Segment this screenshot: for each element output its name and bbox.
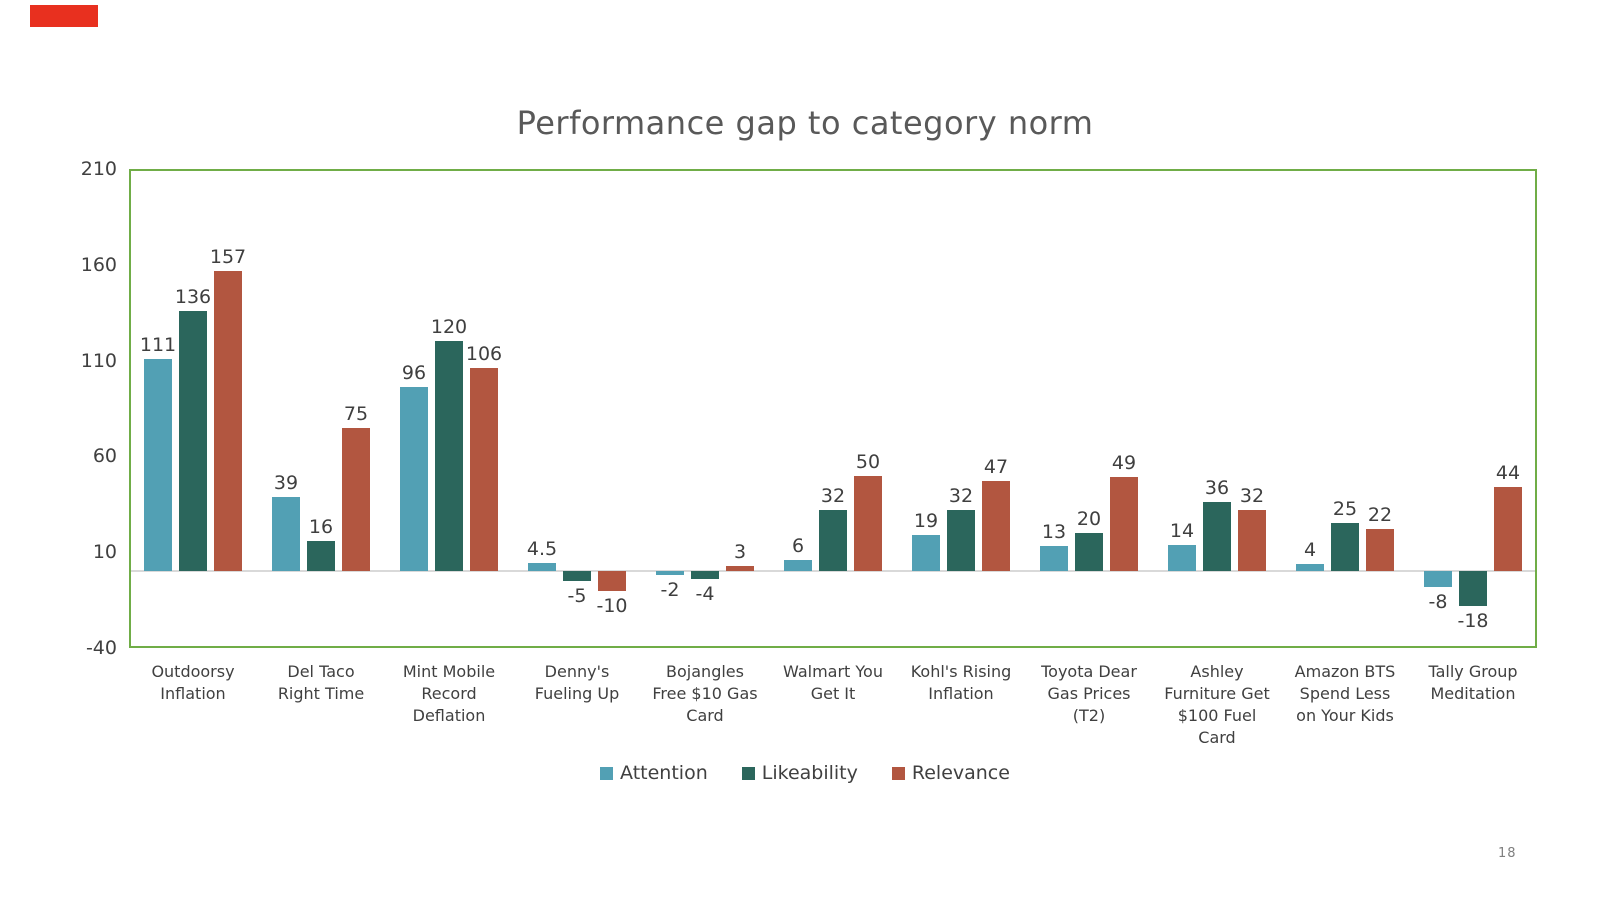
bar-value-label: 120 xyxy=(430,316,468,339)
bar-value-label: 96 xyxy=(401,362,427,385)
chart-title: Performance gap to category norm xyxy=(516,104,1094,142)
bar-relevance xyxy=(1238,510,1266,572)
legend-item: Relevance xyxy=(891,762,1010,784)
category-label: Tally Group Meditation xyxy=(1428,662,1518,703)
bar-value-label: 16 xyxy=(308,515,334,538)
legend: Attention Likeability Relevance xyxy=(0,762,1600,784)
bar-attention xyxy=(1168,544,1196,572)
bar-value-label: 106 xyxy=(465,343,503,366)
legend-label: Attention xyxy=(620,762,708,784)
bar-value-label: 36 xyxy=(1204,477,1230,500)
category-label: Kohl's Rising Inflation xyxy=(910,662,1012,703)
bar-value-label: 22 xyxy=(1367,504,1393,527)
bar-value-label: 136 xyxy=(174,285,212,308)
bar-value-label: 6 xyxy=(791,534,805,557)
bar-value-label: 4 xyxy=(1303,538,1317,561)
bar-value-label: 157 xyxy=(209,245,247,268)
legend-swatch-attention xyxy=(600,766,614,780)
bar-value-label: -4 xyxy=(695,583,715,606)
legend-item: Attention xyxy=(600,762,708,784)
bar-value-label: -10 xyxy=(596,594,628,617)
category-label: Denny's Fueling Up xyxy=(534,662,620,703)
bar-value-label: 32 xyxy=(948,485,974,508)
bar-value-label: 50 xyxy=(855,450,881,473)
bar-relevance xyxy=(854,475,882,572)
bar-value-label: 19 xyxy=(913,509,939,532)
bar-likeability xyxy=(307,540,335,572)
bar-attention xyxy=(784,559,812,572)
bar-value-label: 4.5 xyxy=(526,537,558,560)
y-axis-tick-label: 60 xyxy=(92,445,117,468)
bar-value-label: -8 xyxy=(1428,590,1448,613)
bar-likeability xyxy=(1203,502,1231,572)
bar-value-label: -18 xyxy=(1457,609,1489,632)
bar-relevance xyxy=(1110,477,1138,572)
category-label: Outdoorsy Inflation xyxy=(151,662,235,703)
y-axis-tick-label: 210 xyxy=(80,158,117,180)
bar-attention xyxy=(528,562,556,572)
bar-relevance xyxy=(1494,487,1522,572)
bar-value-label: 32 xyxy=(820,485,846,508)
bar-value-label: 3 xyxy=(733,540,747,563)
bar-value-label: 75 xyxy=(343,402,369,425)
bar-likeability xyxy=(947,510,975,572)
bar-relevance xyxy=(470,368,498,572)
bar-relevance xyxy=(342,427,370,572)
bar-value-label: 111 xyxy=(139,333,177,356)
bar-likeability xyxy=(435,341,463,572)
zero-baseline xyxy=(131,570,1535,573)
bar-value-label: 49 xyxy=(1111,452,1137,475)
bar-likeability xyxy=(1075,533,1103,572)
bar-likeability xyxy=(819,510,847,572)
bar-value-label: 39 xyxy=(273,471,299,494)
bar-attention xyxy=(1296,563,1324,572)
bar-attention xyxy=(1040,546,1068,572)
category-label: Del Taco Right Time xyxy=(277,662,365,703)
bar-value-label: 32 xyxy=(1239,485,1265,508)
bar-value-label: 13 xyxy=(1041,521,1067,544)
red-corner-marker xyxy=(30,5,98,27)
bar-likeability xyxy=(1459,571,1487,606)
bar-relevance xyxy=(982,481,1010,572)
bar-value-label: 14 xyxy=(1169,519,1195,542)
legend-label: Likeability xyxy=(761,762,858,784)
bar-value-label: 25 xyxy=(1332,498,1358,521)
bar-value-label: -5 xyxy=(567,584,587,607)
bar-likeability xyxy=(563,571,591,581)
legend-swatch-likeability xyxy=(741,766,755,780)
bar-relevance xyxy=(598,571,626,591)
category-label: Toyota Dear Gas Prices (T2) xyxy=(1041,662,1137,725)
category-label: Mint Mobile Record Deflation xyxy=(402,662,496,725)
bar-likeability xyxy=(691,571,719,580)
legend-item: Likeability xyxy=(741,762,858,784)
bar-attention xyxy=(400,387,428,572)
category-label: Walmart You Get It xyxy=(783,662,883,703)
y-axis-tick-label: 160 xyxy=(80,253,117,276)
bar-value-label: 20 xyxy=(1076,508,1102,531)
bar-relevance xyxy=(726,565,754,572)
bar-attention xyxy=(1424,571,1452,587)
bar-attention xyxy=(656,571,684,576)
bar-value-label: 44 xyxy=(1495,462,1521,485)
bar-value-label: 47 xyxy=(983,456,1009,479)
y-axis-tick-label: -40 xyxy=(85,637,117,659)
bar-attention xyxy=(144,358,172,572)
bar-attention xyxy=(272,496,300,572)
y-axis-tick-label: 10 xyxy=(92,541,117,564)
page-number: 18 xyxy=(1498,846,1517,861)
bar-attention xyxy=(912,534,940,572)
bar-relevance xyxy=(1366,529,1394,572)
bar-likeability xyxy=(179,310,207,572)
category-label: Ashley Furniture Get $100 Fuel Card xyxy=(1164,662,1270,747)
legend-label: Relevance xyxy=(911,762,1010,784)
y-axis-tick-label: 110 xyxy=(80,349,117,372)
category-label: Bojangles Free $10 Gas Card xyxy=(652,662,758,725)
bar-value-label: -2 xyxy=(660,579,680,602)
bar-relevance xyxy=(214,270,242,572)
bar-likeability xyxy=(1331,523,1359,572)
category-label: Amazon BTS Spend Less on Your Kids xyxy=(1294,662,1396,725)
legend-swatch-relevance xyxy=(891,766,905,780)
